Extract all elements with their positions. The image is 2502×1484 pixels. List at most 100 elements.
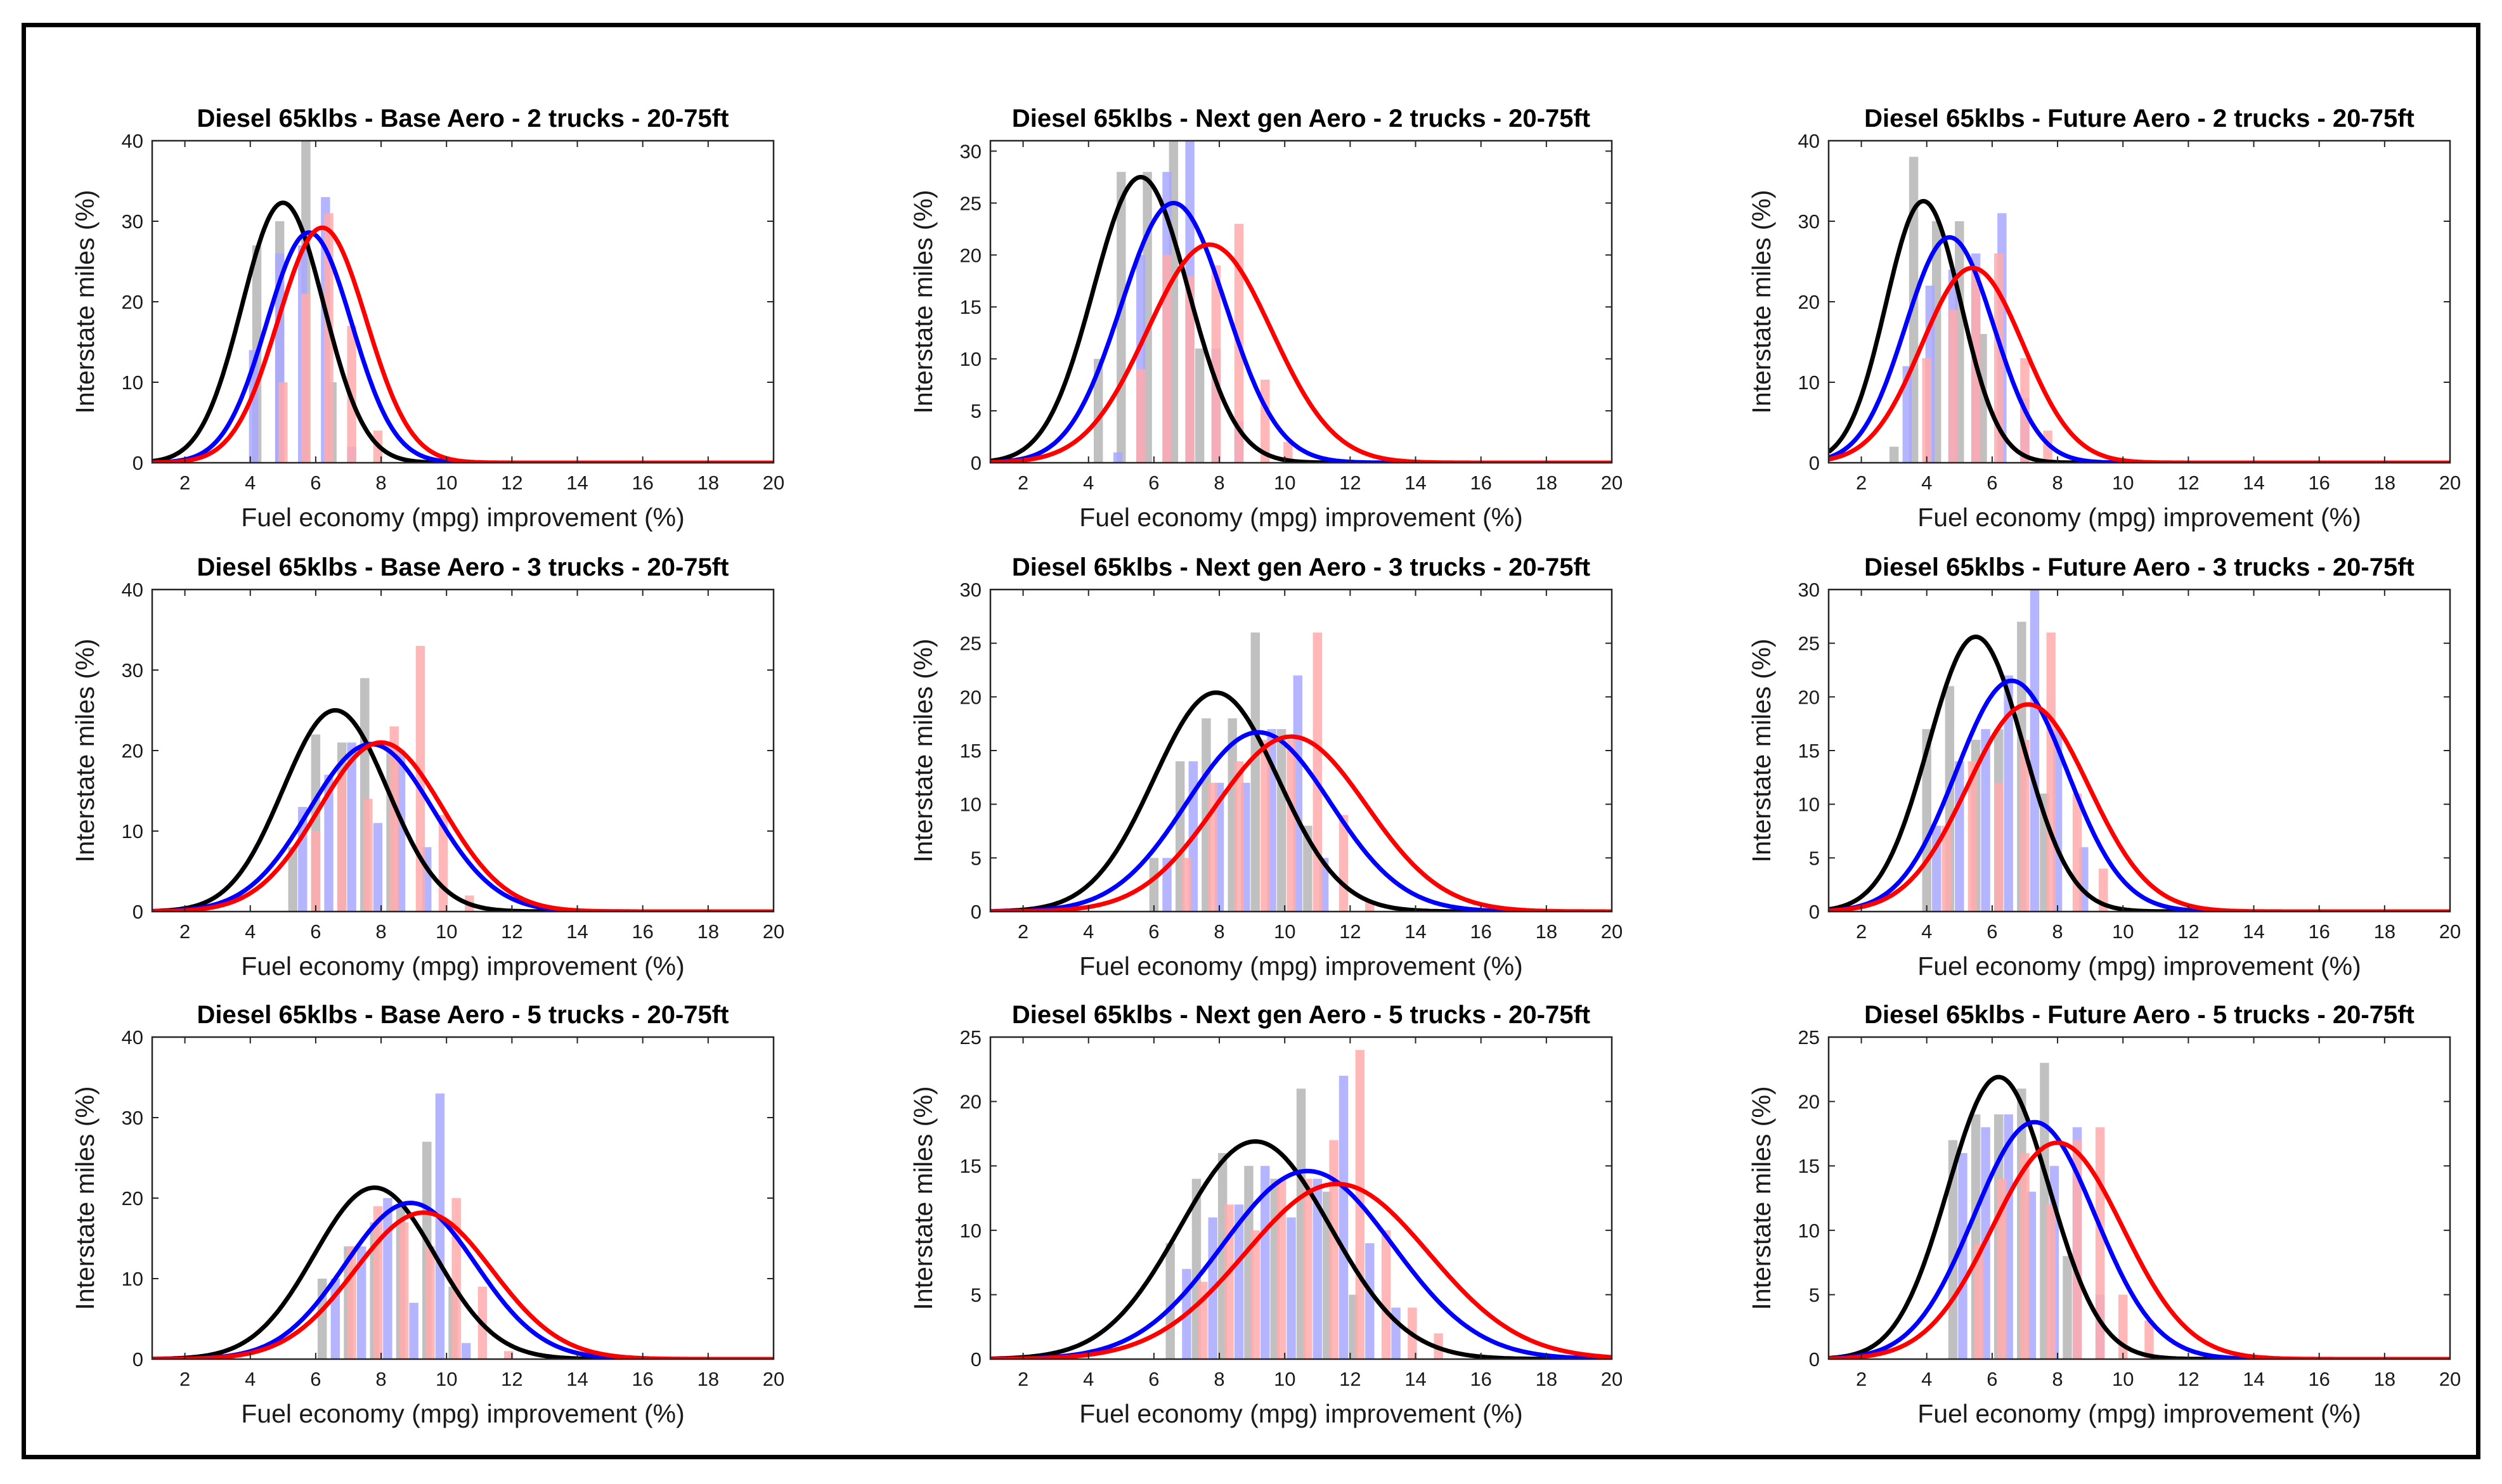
hist-bar-red-4: [1303, 1178, 1313, 1359]
x-tick-label: 10: [2112, 920, 2134, 943]
y-tick-label: 20: [1798, 291, 1820, 313]
x-tick-label: 12: [501, 920, 522, 943]
y-tick-label: 10: [1798, 1220, 1820, 1242]
y-tick-label: 40: [122, 130, 143, 152]
x-tick-label: 10: [1274, 1368, 1295, 1390]
x-tick-label: 2: [1018, 1368, 1028, 1390]
x-tick-label: 4: [1083, 472, 1094, 494]
hist-bar-gray-5: [2063, 1256, 2072, 1359]
x-tick-label: 2: [1018, 920, 1028, 943]
hist-bar-red-6: [503, 1351, 514, 1359]
x-tick-label: 16: [1470, 920, 1491, 943]
x-tick-label: 8: [375, 1368, 386, 1390]
y-tick-label: 15: [960, 740, 982, 762]
x-tick-label: 4: [1083, 920, 1094, 943]
curve-blue: [1829, 678, 2450, 912]
hist-bar-red-3: [1211, 265, 1221, 463]
x-tick-label: 6: [1987, 1368, 1997, 1390]
hist-bar-red-1: [1967, 761, 1978, 912]
y-tick-label: 25: [960, 1026, 982, 1048]
hist-bar-blue-7: [1365, 1243, 1375, 1359]
hist-bar-red-3: [1276, 1178, 1287, 1359]
x-tick-label: 12: [1339, 1368, 1361, 1390]
panel-5: Diesel 65klbs - Next gen Aero - 3 trucks…: [909, 553, 1623, 981]
hist-bar-red-3: [1993, 253, 2004, 463]
y-tick-label: 30: [1798, 210, 1820, 233]
histogram-bars: [1829, 590, 2450, 912]
curve-black: [1829, 198, 2450, 463]
histogram-bars: [990, 632, 1612, 912]
x-axis-label: Fuel economy (mpg) improvement (%): [1079, 503, 1522, 532]
x-tick-label: 2: [1856, 1368, 1867, 1390]
panel-9: Diesel 65klbs - Future Aero - 5 trucks -…: [1747, 1001, 2461, 1428]
hist-bar-blue-2: [1981, 729, 1990, 912]
x-tick-label: 16: [632, 1368, 653, 1390]
plot-frame: [1827, 588, 2451, 913]
y-tick-label: 5: [1809, 1284, 1820, 1306]
x-tick-label: 20: [763, 1368, 784, 1390]
y-tick-label: 10: [122, 820, 143, 842]
x-tick-label: 14: [566, 1368, 588, 1390]
hist-bar-red-4: [2072, 1140, 2082, 1359]
panel-7: Diesel 65klbs - Base Aero - 5 trucks - 2…: [70, 1001, 784, 1428]
y-axis-label: Interstate miles (%): [909, 1086, 938, 1310]
histogram-bars: [990, 141, 1612, 463]
panel-6: Diesel 65klbs - Future Aero - 3 trucks -…: [1747, 553, 2461, 981]
y-axis-label: Interstate miles (%): [70, 1086, 100, 1310]
panel-2: Diesel 65klbs - Next gen Aero - 2 trucks…: [909, 105, 1623, 532]
hist-bar-blue-2: [347, 742, 356, 912]
x-tick-label: 8: [2052, 472, 2063, 494]
hist-bar-blue-1: [324, 775, 334, 912]
curve-blue: [1829, 235, 2450, 463]
x-axis-label: Fuel economy (mpg) improvement (%): [1079, 1399, 1522, 1428]
x-tick-label: 12: [1339, 472, 1361, 494]
y-tick-label: 25: [960, 192, 982, 214]
curve-red: [152, 1210, 774, 1359]
hist-bar-blue-3: [1261, 1166, 1270, 1359]
x-tick-label: 4: [1921, 472, 1932, 494]
hist-bar-blue-2: [383, 1198, 392, 1359]
curve-blue: [990, 200, 1612, 463]
y-tick-label: 0: [1809, 452, 1820, 474]
x-axis-label: Fuel economy (mpg) improvement (%): [1917, 503, 2361, 532]
y-tick-label: 0: [971, 452, 982, 474]
x-tick-label: 10: [436, 920, 457, 943]
x-tick-label: 10: [1274, 472, 1295, 494]
x-tick-label: 20: [2439, 920, 2461, 943]
x-tick-label: 8: [1214, 920, 1224, 943]
hist-bar-red-3: [2046, 1204, 2056, 1359]
curve-red: [1829, 266, 2450, 463]
hist-bar-blue-6: [1339, 1075, 1349, 1359]
hist-bar-blue-3: [373, 823, 383, 912]
x-tick-label: 12: [501, 472, 522, 494]
curve-red: [152, 740, 774, 912]
y-tick-label: 20: [122, 1187, 143, 1210]
x-tick-label: 20: [1601, 920, 1623, 943]
x-tick-label: 10: [2112, 1368, 2134, 1390]
y-tick-label: 20: [122, 291, 143, 313]
x-tick-label: 2: [1856, 920, 1867, 943]
x-tick-label: 12: [2177, 1368, 2199, 1390]
hist-bar-gray-6: [1303, 825, 1313, 912]
y-tick-label: 20: [960, 686, 982, 708]
y-tick-label: 0: [1809, 1348, 1820, 1371]
x-tick-label: 10: [1274, 920, 1295, 943]
curve-blue: [152, 1201, 774, 1359]
x-tick-label: 14: [566, 920, 588, 943]
x-tick-label: 6: [310, 920, 321, 943]
x-tick-label: 10: [436, 472, 457, 494]
x-tick-label: 20: [2439, 1368, 2461, 1390]
y-tick-label: 25: [1798, 1026, 1820, 1048]
y-tick-label: 0: [971, 901, 982, 923]
hist-bar-gray-0: [1149, 858, 1159, 912]
x-axis-label: Fuel economy (mpg) improvement (%): [241, 952, 684, 981]
hist-bar-red-1: [301, 294, 311, 463]
hist-bar-blue-2: [1234, 1204, 1244, 1359]
curve-blue: [152, 742, 774, 912]
y-tick-label: 20: [960, 244, 982, 266]
y-tick-label: 20: [1798, 686, 1820, 708]
hist-bar-blue-3: [409, 1303, 418, 1359]
x-tick-label: 4: [1921, 1368, 1932, 1390]
curve-black: [152, 708, 774, 912]
y-tick-label: 30: [122, 1107, 143, 1129]
